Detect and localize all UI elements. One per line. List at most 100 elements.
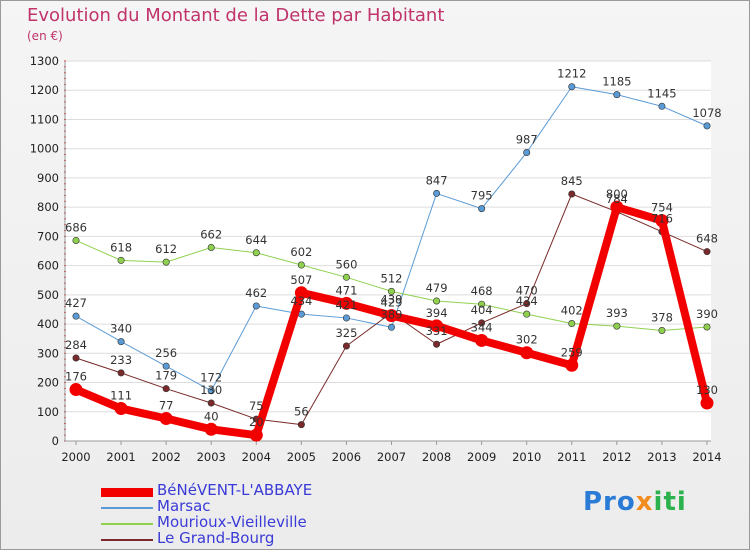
- data-label: 648: [696, 232, 718, 246]
- data-label: 507: [290, 273, 312, 287]
- data-label: 847: [426, 173, 448, 187]
- y-tick-label: 500: [37, 288, 59, 302]
- data-label: 754: [651, 201, 673, 215]
- chart-title: Evolution du Montant de la Dette par Hab…: [27, 5, 445, 26]
- data-label: 716: [651, 212, 673, 226]
- data-label: 434: [290, 294, 312, 308]
- data-point: [613, 322, 621, 330]
- y-tick-label: 900: [37, 171, 59, 185]
- data-point: [610, 200, 624, 214]
- data-label: 784: [606, 192, 628, 206]
- data-point: [385, 309, 398, 323]
- data-label: 402: [561, 303, 583, 317]
- y-tick-label: 1000: [30, 142, 59, 156]
- data-point: [69, 383, 83, 397]
- data-label: 470: [516, 284, 538, 298]
- x-tick-label: 2008: [422, 450, 451, 464]
- data-point: [159, 411, 173, 425]
- y-tick-label: 1200: [30, 83, 59, 97]
- x-tick-label: 2009: [467, 450, 496, 464]
- data-point: [72, 236, 80, 244]
- y-tick-label: 100: [37, 405, 59, 419]
- x-tick-label: 2013: [647, 450, 676, 464]
- data-point: [117, 369, 125, 377]
- data-label: 77: [159, 398, 174, 412]
- data-label: 40: [204, 409, 219, 423]
- data-label: 644: [245, 233, 267, 247]
- data-point: [700, 396, 714, 410]
- data-label: 602: [290, 245, 312, 259]
- data-label: 378: [651, 311, 673, 325]
- data-label: 1212: [557, 67, 586, 81]
- data-point: [297, 421, 305, 429]
- data-point: [114, 402, 128, 416]
- data-point: [655, 214, 669, 228]
- data-label: 479: [426, 281, 448, 295]
- data-point: [433, 189, 441, 197]
- legend-swatch: [101, 523, 153, 525]
- data-label: 394: [426, 306, 448, 320]
- chart-subtitle: (en €): [27, 29, 63, 43]
- data-point: [568, 190, 576, 198]
- x-tick-label: 2012: [602, 450, 631, 464]
- data-label: 56: [294, 405, 309, 419]
- data-label: 429: [381, 296, 403, 310]
- y-tick-label: 800: [37, 200, 59, 214]
- x-tick-label: 2011: [557, 450, 586, 464]
- data-label: 325: [335, 326, 357, 340]
- legend-label: Le Grand-Bourg: [157, 529, 275, 547]
- chart-legend: BéNéVENT-L'ABBAYE Marsac Mourioux-Vieillev…: [101, 481, 401, 548]
- data-label: 75: [249, 399, 264, 413]
- data-point: [339, 296, 353, 310]
- data-label: 471: [335, 283, 357, 297]
- data-point: [568, 319, 576, 327]
- data-label: 256: [155, 346, 177, 360]
- x-tick-label: 2006: [332, 450, 361, 464]
- data-label: 1078: [692, 106, 721, 120]
- data-label: 845: [561, 174, 583, 188]
- x-tick-label: 2005: [287, 450, 316, 464]
- data-point: [117, 338, 125, 346]
- data-point: [523, 148, 531, 156]
- legend-swatch: [101, 507, 153, 509]
- data-label: 130: [696, 383, 718, 397]
- data-label: 421: [335, 298, 357, 312]
- data-point: [294, 286, 308, 300]
- data-label: 302: [516, 333, 538, 347]
- data-point: [207, 399, 215, 407]
- data-label: 686: [65, 220, 87, 234]
- data-point: [207, 387, 215, 395]
- data-point: [703, 248, 711, 256]
- data-point: [252, 302, 260, 310]
- data-label: 462: [245, 286, 267, 300]
- data-point: [523, 310, 531, 318]
- data-label: 612: [155, 242, 177, 256]
- y-tick-label: 1100: [30, 112, 59, 126]
- y-tick-label: 300: [37, 346, 59, 360]
- legend-label: Marsac: [157, 497, 211, 515]
- data-point: [520, 346, 534, 360]
- data-label: 439: [381, 293, 403, 307]
- data-point: [703, 122, 711, 130]
- x-tick-label: 2000: [61, 450, 90, 464]
- data-label: 233: [110, 353, 132, 367]
- data-point: [207, 243, 215, 251]
- data-label: 179: [155, 369, 177, 383]
- data-label: 512: [381, 271, 403, 285]
- y-tick-label: 600: [37, 259, 59, 273]
- x-tick-label: 2014: [692, 450, 721, 464]
- data-point: [72, 354, 80, 362]
- data-point: [565, 358, 579, 372]
- data-point: [252, 249, 260, 257]
- data-point: [475, 333, 489, 347]
- data-label: 284: [65, 338, 87, 352]
- line-chart: 0 100 200 300 400 500 600 700 800 900 1000 1100 1200…: [30, 54, 722, 464]
- data-label: 618: [110, 240, 132, 254]
- data-point: [342, 342, 350, 350]
- data-label: 340: [110, 322, 132, 336]
- data-point: [613, 91, 621, 99]
- x-tick-label: 2010: [512, 450, 541, 464]
- data-label: 404: [471, 303, 493, 317]
- data-label: 560: [335, 257, 357, 271]
